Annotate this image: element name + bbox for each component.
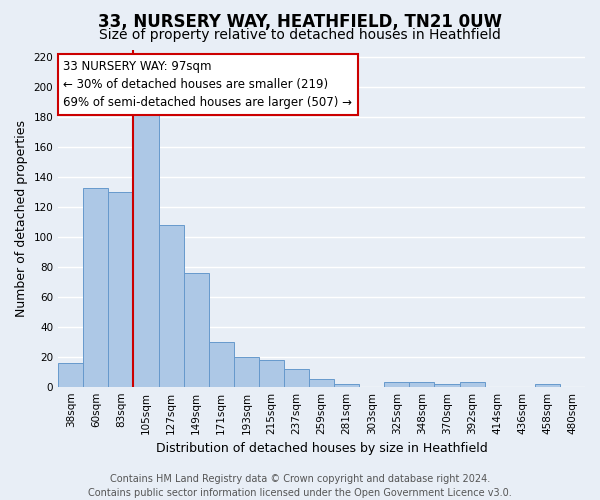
- X-axis label: Distribution of detached houses by size in Heathfield: Distribution of detached houses by size …: [156, 442, 487, 455]
- Bar: [259, 360, 284, 386]
- Bar: [158, 225, 184, 386]
- Bar: [284, 368, 309, 386]
- Text: 33 NURSERY WAY: 97sqm
← 30% of detached houses are smaller (219)
69% of semi-det: 33 NURSERY WAY: 97sqm ← 30% of detached …: [64, 60, 352, 109]
- Text: 33, NURSERY WAY, HEATHFIELD, TN21 0UW: 33, NURSERY WAY, HEATHFIELD, TN21 0UW: [98, 12, 502, 30]
- Bar: [434, 384, 460, 386]
- Bar: [83, 188, 109, 386]
- Text: Size of property relative to detached houses in Heathfield: Size of property relative to detached ho…: [99, 28, 501, 42]
- Bar: [234, 357, 259, 386]
- Bar: [209, 342, 234, 386]
- Bar: [109, 192, 133, 386]
- Text: Contains HM Land Registry data © Crown copyright and database right 2024.
Contai: Contains HM Land Registry data © Crown c…: [88, 474, 512, 498]
- Bar: [535, 384, 560, 386]
- Bar: [133, 113, 158, 386]
- Bar: [334, 384, 359, 386]
- Bar: [184, 273, 209, 386]
- Bar: [385, 382, 409, 386]
- Bar: [58, 362, 83, 386]
- Bar: [309, 379, 334, 386]
- Y-axis label: Number of detached properties: Number of detached properties: [15, 120, 28, 317]
- Bar: [409, 382, 434, 386]
- Bar: [460, 382, 485, 386]
